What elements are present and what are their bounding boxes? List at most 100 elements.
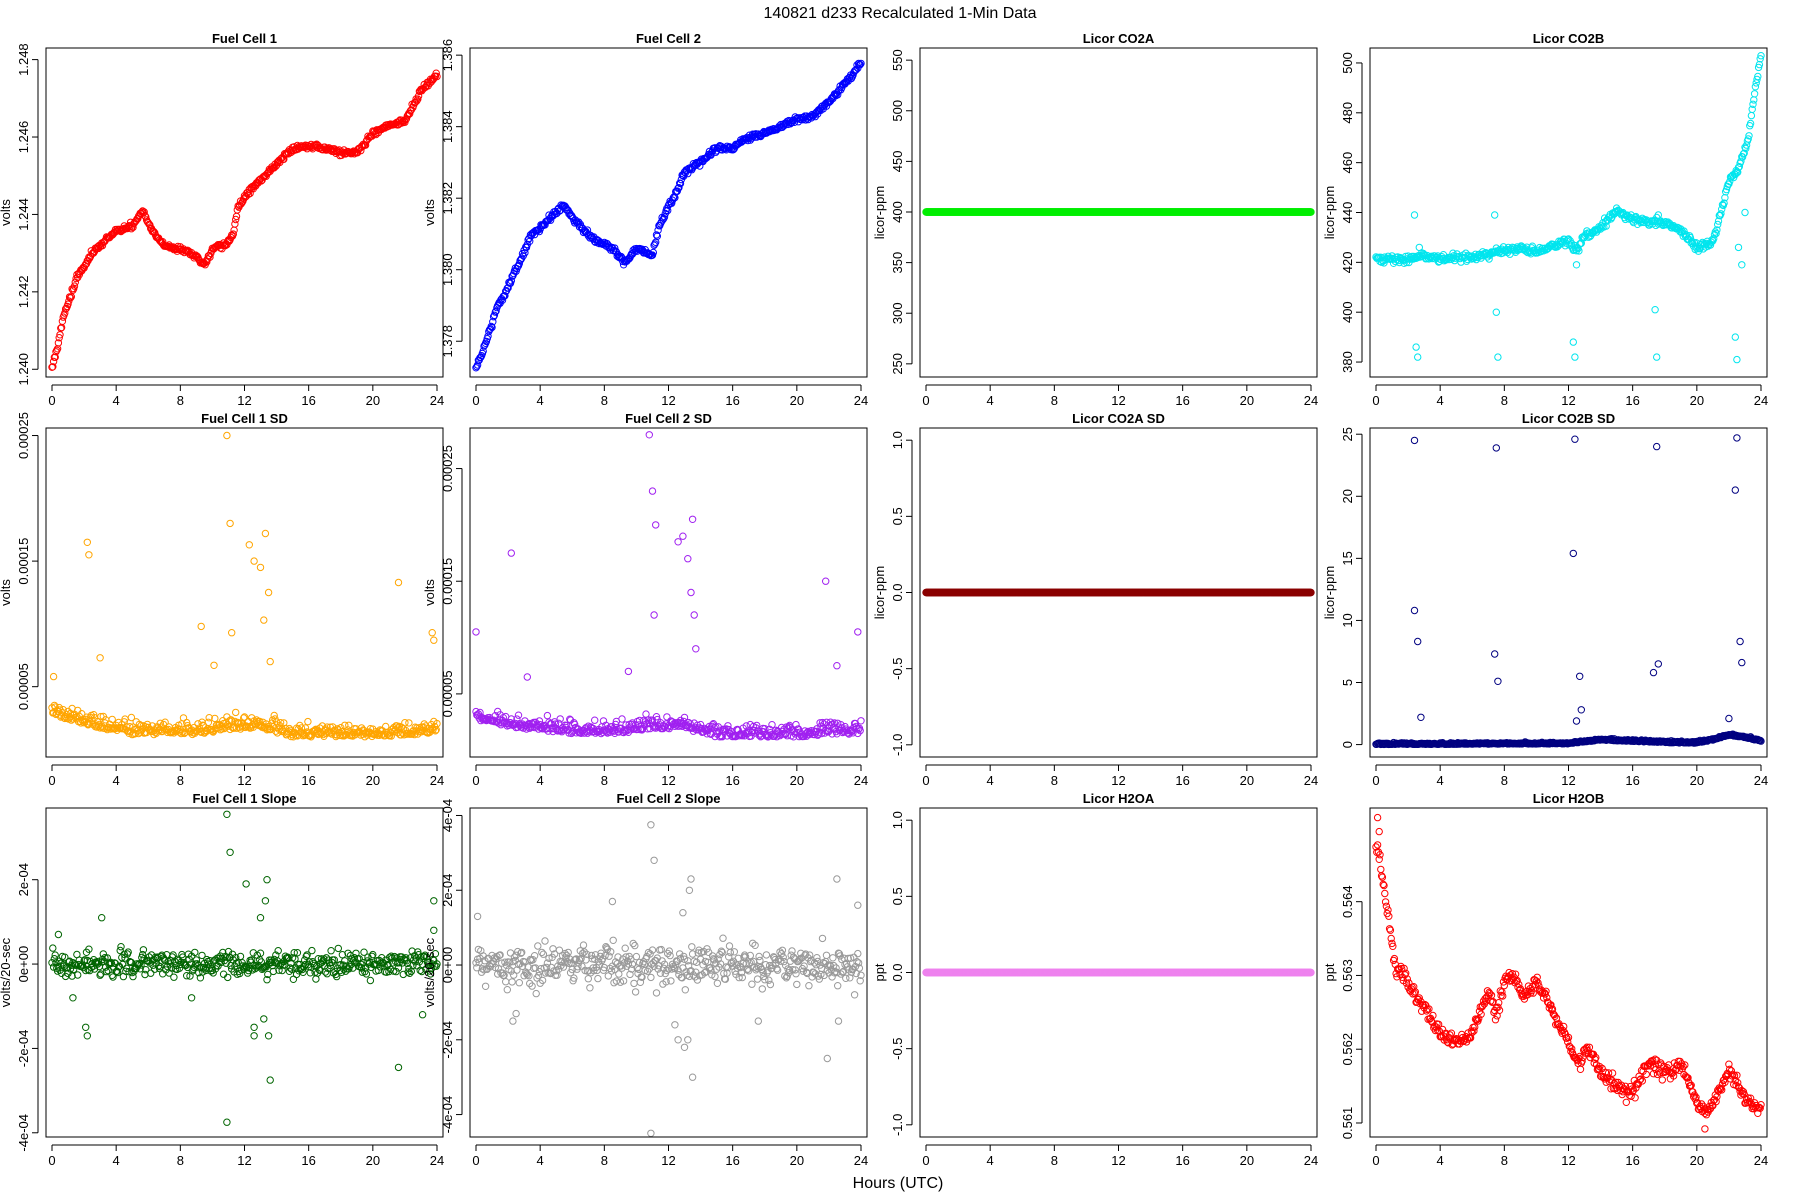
- x-tick-label: 24: [854, 773, 868, 788]
- data-point: [472, 628, 480, 636]
- data-point: [1651, 306, 1659, 314]
- data-point: [618, 715, 626, 723]
- data-point: [228, 629, 236, 637]
- data-point: [266, 657, 274, 666]
- panel-fc2sd: Fuel Cell 2 SD0 4 8 12 16 20 240.000050.000150…: [422, 411, 868, 788]
- points-fc2sd: [472, 431, 865, 741]
- y-tick-label: 1.382: [440, 182, 455, 215]
- panel-fc1sd: Fuel Cell 1 SD0 4 8 12 16 20 240.000050.000150…: [0, 411, 444, 788]
- x-tick-label: 12: [661, 773, 675, 788]
- data-point: [238, 198, 246, 207]
- x-tick-label: 24: [1754, 393, 1768, 408]
- data-point: [856, 60, 864, 69]
- data-point: [675, 184, 683, 192]
- data-point: [611, 244, 619, 252]
- data-point: [232, 215, 240, 224]
- data-point: [414, 95, 422, 103]
- x-tick-label: 20: [1690, 393, 1704, 408]
- data-point: [1731, 333, 1740, 341]
- y-tick-label: 400: [1340, 301, 1355, 323]
- data-point: [49, 363, 57, 371]
- data-point: [522, 243, 531, 252]
- data-point: [361, 141, 370, 149]
- x-tick-label: 20: [1240, 393, 1254, 408]
- y-tick-label: 250: [890, 353, 905, 375]
- data-point: [261, 529, 270, 538]
- data-point: [1741, 208, 1749, 217]
- panel-title: Fuel Cell 1 SD: [201, 411, 288, 426]
- data-point: [430, 636, 438, 644]
- y-tick-label: 1.386: [440, 39, 455, 72]
- data-point: [692, 645, 700, 653]
- data-point: [523, 673, 531, 681]
- y-axis-label: volts: [0, 579, 13, 606]
- y-tick-label: 1.380: [440, 253, 455, 286]
- data-point: [664, 206, 672, 215]
- y-tick-label: 500: [1340, 52, 1355, 74]
- data-point: [853, 61, 861, 69]
- y-tick-label: 1.246: [16, 121, 31, 154]
- data-point: [193, 252, 201, 260]
- points-fc2: [472, 59, 865, 372]
- x-tick-label: 4: [113, 393, 120, 408]
- x-tick-label: 20: [366, 393, 380, 408]
- data-point: [307, 140, 315, 149]
- data-point: [141, 212, 149, 220]
- panel-fc1: Fuel Cell 10 4 8 12 16 20 241.2401.2421.2441.2…: [0, 31, 444, 408]
- data-point: [1746, 119, 1755, 128]
- x-tick-label: 4: [1437, 393, 1444, 408]
- x-tick-label: 0: [472, 773, 479, 788]
- data-point: [88, 250, 96, 258]
- plot-frame: [469, 47, 868, 378]
- y-tick-label: 0.00025: [16, 412, 31, 459]
- data-point: [357, 146, 365, 155]
- data-point: [583, 226, 592, 234]
- data-point: [575, 218, 583, 226]
- x-tick-label: 20: [790, 773, 804, 788]
- data-point: [406, 110, 414, 118]
- data-point: [240, 195, 248, 203]
- data-point: [1414, 353, 1422, 361]
- data-point: [197, 622, 205, 631]
- panel-title: Fuel Cell 1: [212, 31, 277, 46]
- panel-title: Fuel Cell 2: [636, 31, 701, 46]
- data-point: [225, 237, 234, 245]
- data-point: [145, 220, 153, 229]
- data-point: [488, 323, 496, 332]
- data-point: [857, 59, 865, 68]
- data-point: [114, 227, 122, 235]
- y-axis-label: licor-ppm: [872, 186, 887, 239]
- data-point: [1410, 211, 1419, 219]
- y-tick-label: 440: [1340, 202, 1355, 224]
- x-tick-label: 4: [537, 393, 544, 408]
- x-axis: 0 4 8 12 16 20 24: [922, 384, 1318, 408]
- points-co2asd: [922, 588, 1315, 597]
- data-point: [256, 563, 265, 572]
- data-point: [645, 431, 653, 439]
- data-point: [668, 199, 676, 207]
- data-point: [690, 611, 698, 619]
- y-tick-label: 1.378: [440, 325, 455, 358]
- data-point: [260, 616, 268, 624]
- data-point: [851, 66, 860, 75]
- data-point: [1718, 205, 1726, 213]
- data-point: [624, 667, 633, 676]
- data-point: [580, 226, 588, 235]
- data-point: [514, 711, 523, 719]
- data-point: [61, 309, 69, 317]
- x-tick-label: 4: [987, 393, 994, 408]
- y-tick-label: 1.240: [16, 353, 31, 386]
- y-tick-label: 400: [890, 201, 905, 223]
- y-tick-label: 460: [1340, 152, 1355, 174]
- x-tick-label: 16: [301, 393, 315, 408]
- data-point: [57, 324, 65, 332]
- data-point: [140, 208, 148, 216]
- data-point: [394, 578, 403, 587]
- y-tick-label: 0.00005: [16, 663, 31, 710]
- y-tick-label: 300: [890, 302, 905, 324]
- y-tick-label: 350: [890, 252, 905, 274]
- x-tick-label: 16: [725, 393, 739, 408]
